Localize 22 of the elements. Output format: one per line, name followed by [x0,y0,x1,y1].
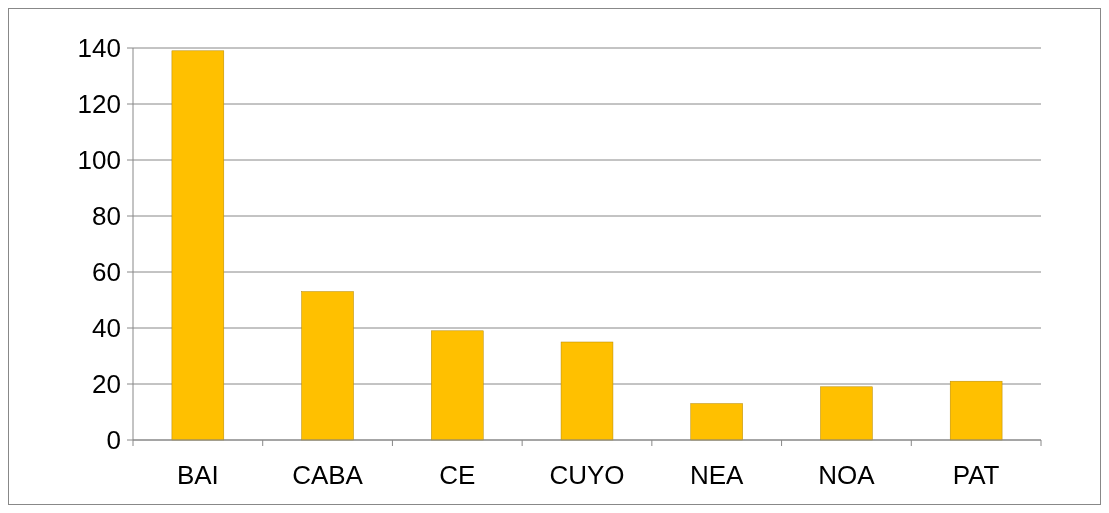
bar [820,386,873,441]
bar [690,403,743,441]
bar [301,291,354,441]
bar [431,330,484,441]
x-tick-label: CABA [292,460,364,490]
y-tick-label: 140 [77,33,121,64]
x-tick-label: BAI [176,460,219,490]
x-tick-label: NOA [818,460,876,490]
x-tick-label: CUYO [549,460,625,490]
bar [560,341,614,441]
y-tick-label: 80 [92,201,121,232]
x-tick-label: NEA [689,460,745,490]
bar [949,380,1003,441]
y-tick-label: 120 [77,89,121,120]
bar [171,50,225,441]
y-tick-label: 20 [92,369,121,400]
y-tick-label: 100 [77,145,121,176]
x-tick-label: CE [439,460,476,490]
y-tick-label: 60 [92,257,121,288]
y-tick-label: 40 [92,313,121,344]
y-tick-label: 0 [106,425,121,456]
x-tick-label: PAT [952,460,1000,490]
